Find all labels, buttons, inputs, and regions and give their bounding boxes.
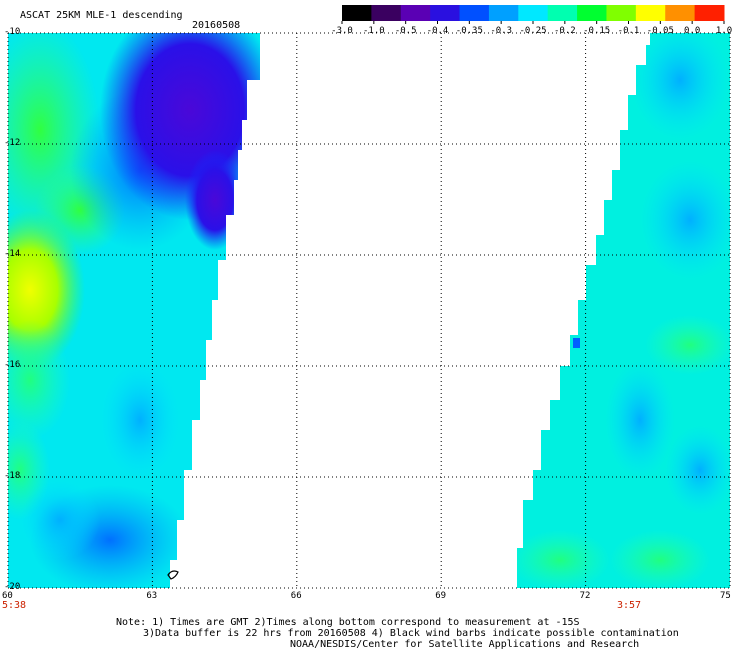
note-line-3: NOAA/NESDIS/Center for Satellite Applica… xyxy=(290,639,640,650)
lat-label-12: -12 xyxy=(4,138,21,148)
colorbar-swatch xyxy=(635,5,666,21)
colorbar-swatch xyxy=(488,5,519,21)
lat-label-16: -16 xyxy=(4,360,21,370)
colorbar-label: -0.3 xyxy=(490,26,512,36)
colorbar-label: -0.4 xyxy=(426,26,449,36)
right-swath xyxy=(517,33,730,588)
colorbar xyxy=(341,5,725,24)
colorbar-swatch xyxy=(665,5,696,21)
colorbar-swatch xyxy=(371,5,402,21)
colorbar-swatch xyxy=(430,5,461,21)
colorbar-label: -0.5 xyxy=(394,26,417,36)
graticule xyxy=(7,32,731,589)
colorbar-swatch xyxy=(518,5,549,21)
colorbar-label: -3.0 xyxy=(331,26,353,36)
blue-spot xyxy=(573,338,580,348)
colorbar-swatch xyxy=(577,5,607,21)
colorbar-label: -0.05 xyxy=(646,26,674,36)
lon-label-60: 60 xyxy=(2,591,13,601)
note-line-1: Note: 1) Times are GMT 2)Times along bot… xyxy=(116,617,580,628)
colorbar-label: -0.15 xyxy=(583,26,611,36)
colorbar-swatch xyxy=(459,5,490,21)
lon-label-75: 75 xyxy=(720,591,731,601)
island-outline xyxy=(167,570,179,580)
colorbar-label: -0.1 xyxy=(617,26,640,36)
left-swath xyxy=(8,33,260,588)
lat-label-20: -20 xyxy=(4,582,21,592)
colorbar-swatch xyxy=(547,5,578,21)
colorbar-label: 0.0 xyxy=(684,26,701,36)
colorbar-swatch xyxy=(606,5,637,21)
colorbar-swatch xyxy=(694,5,725,21)
lat-label-18: -18 xyxy=(4,471,21,481)
colorbar-label: -0.25 xyxy=(519,26,547,36)
note-line-2: 3)Data buffer is 22 hrs from 20160508 4)… xyxy=(143,628,679,639)
colorbar-label: -0.2 xyxy=(553,26,576,36)
lon-label-69: 69 xyxy=(435,591,447,601)
lat-label-14: -14 xyxy=(4,249,21,259)
colorbar-swatch xyxy=(400,5,431,21)
lat-label-10: -10 xyxy=(4,27,21,37)
lon-label-72: 72 xyxy=(579,591,591,601)
colorbar-label: -1.0 xyxy=(362,26,385,36)
map-date: 20160508 xyxy=(192,20,241,31)
colorbar-label: 1.0 xyxy=(715,26,733,36)
time-right: 3:57 xyxy=(617,600,642,611)
time-left: 5:38 xyxy=(2,600,27,611)
colorbar-swatch xyxy=(342,5,372,21)
lon-label-63: 63 xyxy=(146,591,158,601)
colorbar-label: -0.35 xyxy=(455,26,483,36)
map-title: ASCAT 25KM MLE-1 descending xyxy=(20,10,183,21)
lon-label-66: 66 xyxy=(290,591,302,601)
